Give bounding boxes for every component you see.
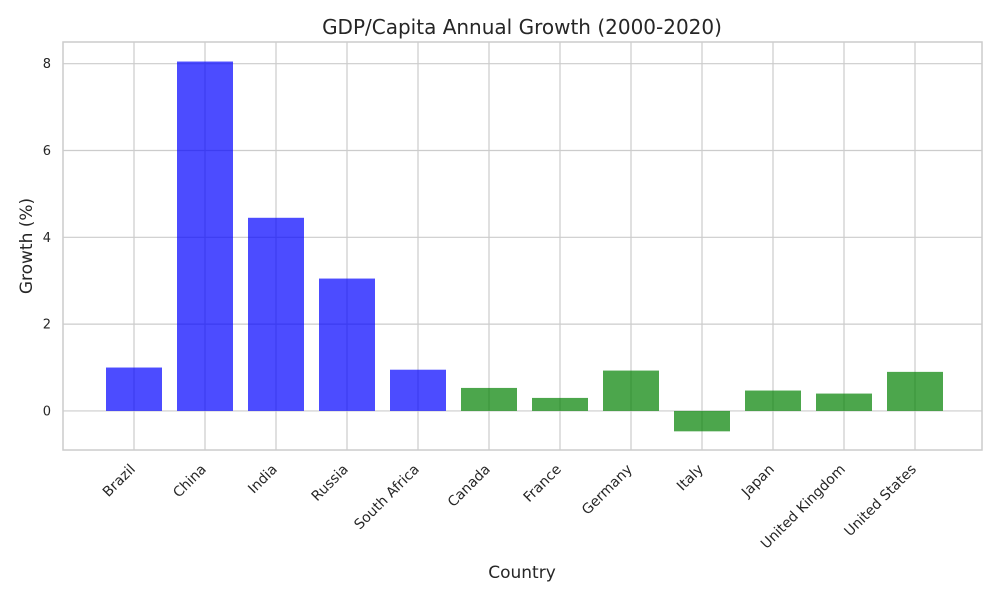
y-tick-label: 0 (43, 404, 51, 419)
x-tick-label: France (521, 462, 565, 506)
x-tick-label: India (245, 462, 281, 498)
x-tick-label: United States (841, 462, 919, 540)
bar-russia (319, 278, 375, 411)
bar-india (248, 217, 304, 411)
bar-south-africa (390, 369, 446, 411)
y-tick-label: 8 (43, 57, 51, 72)
x-tick-label: Canada (445, 462, 494, 511)
x-tick-label: Russia (309, 462, 352, 505)
x-tick-label: Japan (738, 462, 778, 502)
bar-united-states (887, 371, 943, 411)
x-tick-label: China (170, 462, 210, 502)
bar-brazil (106, 367, 162, 411)
bar-japan (745, 390, 801, 411)
y-tick-label: 4 (43, 231, 51, 246)
bar-germany (603, 370, 659, 411)
x-axis-label: Country (488, 563, 556, 583)
x-tick-label: Italy (674, 462, 707, 495)
x-tick-label: Brazil (100, 462, 139, 501)
bar-china (177, 61, 233, 411)
plot-frame (62, 41, 983, 451)
y-tick-label: 2 (43, 318, 51, 333)
x-tick-label: South Africa (351, 462, 422, 533)
x-tick-labels: Brazil China India Russia South Africa Canada… (100, 462, 920, 553)
chart-title: GDP/Capita Annual Growth (2000-2020) (322, 15, 722, 39)
y-axis-label: Growth (%) (17, 198, 37, 294)
y-tick-labels: 0 2 4 6 8 (43, 57, 51, 419)
bar-canada (461, 387, 517, 411)
bar-france (532, 397, 588, 411)
bar-italy (674, 410, 730, 432)
x-tick-label: Germany (579, 462, 636, 519)
bar-united-kingdom (816, 393, 872, 411)
bars (106, 61, 943, 432)
y-tick-label: 6 (43, 144, 51, 159)
